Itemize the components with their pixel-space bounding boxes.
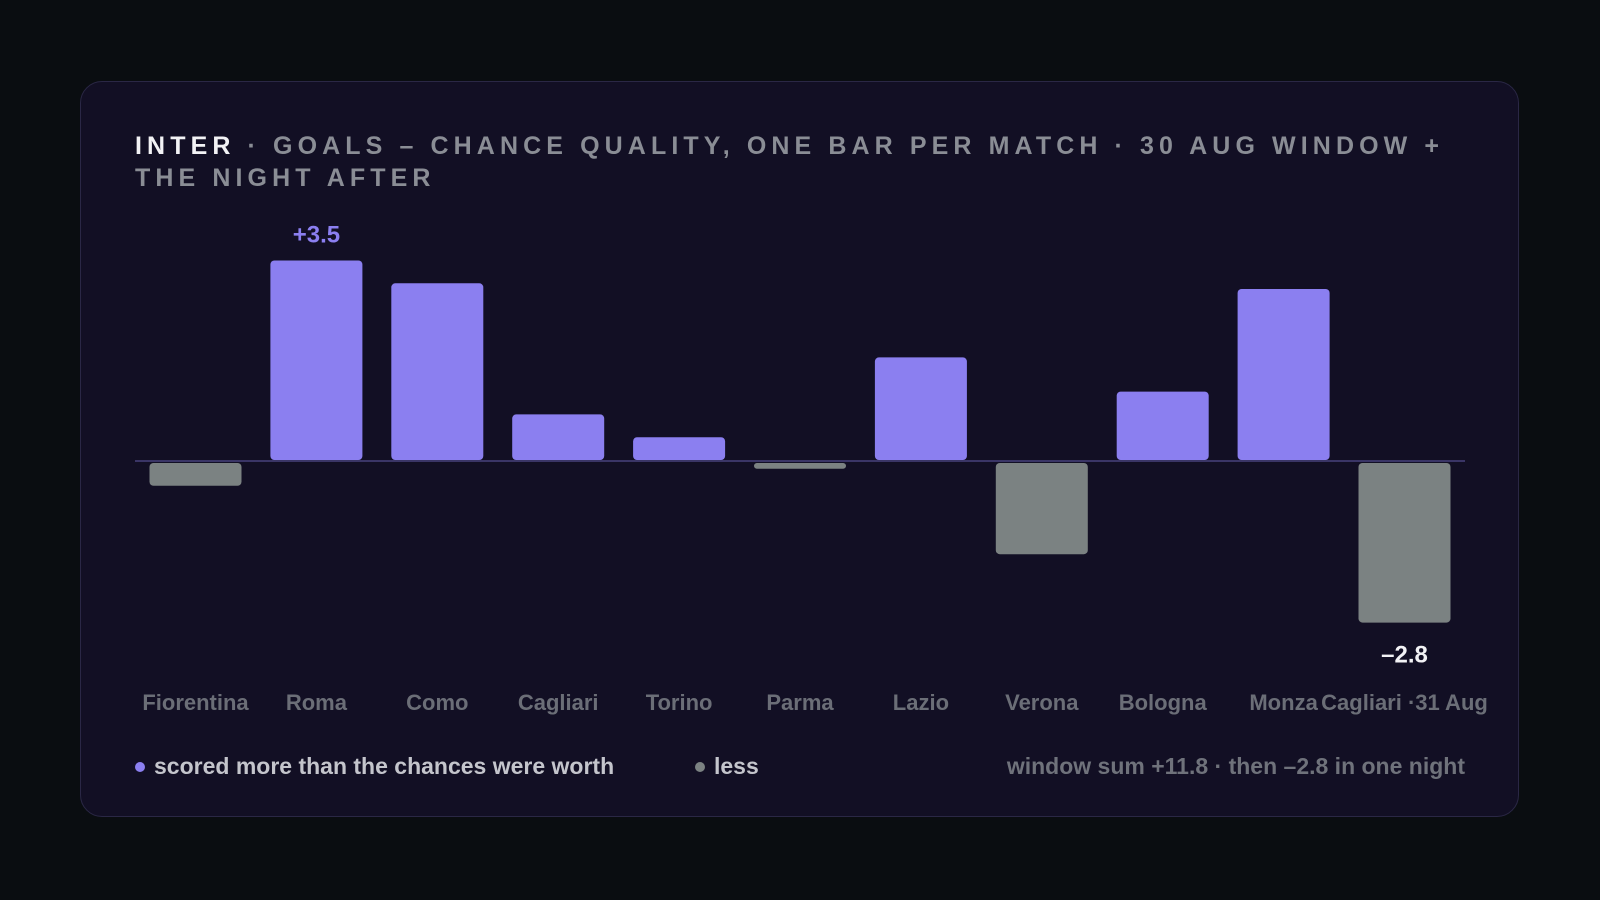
window-sum-note: window sum +11.8 · then –2.8 in one nigh… <box>1006 753 1465 779</box>
legend-item-positive: scored more than the chances were worth <box>135 753 614 780</box>
x-tick-label: Cagliari ·31 Aug <box>1321 690 1488 715</box>
x-tick-label: Roma <box>286 690 348 715</box>
bar-lazio <box>874 357 967 460</box>
legend-positive-label: scored more than the chances were worth <box>154 753 615 779</box>
bar-monza <box>1237 289 1330 460</box>
legend-negative-label: less <box>714 753 759 779</box>
chart-title-team: INTER <box>135 132 236 160</box>
data-label: +3.5 <box>293 222 340 249</box>
bar-fiorentina <box>149 463 242 486</box>
x-tick-label: Fiorentina <box>142 690 249 715</box>
bar-cagliari-31-aug <box>1358 463 1451 623</box>
bar-chart: Fiorentina Roma Como Cagliari Torino Parma Laz… <box>135 222 1488 715</box>
legend-negative-swatch <box>695 761 705 772</box>
x-tick-label: Lazio <box>893 690 949 715</box>
bar-roma <box>270 260 363 460</box>
x-tick-label: Bologna <box>1119 690 1208 715</box>
bar-torino <box>633 437 726 460</box>
bar-cagliari <box>512 414 605 460</box>
bar-bologna <box>1116 391 1209 460</box>
chart-title-subtitle: · GOALS – CHANCE QUALITY, ONE BAR PER MA… <box>135 132 1445 192</box>
x-tick-label: Cagliari <box>518 690 599 715</box>
chart-title: INTER · GOALS – CHANCE QUALITY, ONE BAR … <box>135 130 1465 194</box>
legend-positive-swatch <box>135 761 145 772</box>
legend: scored more than the chances were worth … <box>135 753 1465 783</box>
data-label: –2.8 <box>1381 642 1428 669</box>
bar-parma <box>754 463 846 469</box>
bar-como <box>391 283 484 460</box>
x-tick-label: Torino <box>646 690 713 715</box>
chart-card: INTER · GOALS – CHANCE QUALITY, ONE BAR … <box>80 81 1519 817</box>
x-tick-label: Como <box>406 690 468 715</box>
legend-item-negative: less <box>695 753 759 780</box>
bar-verona <box>995 463 1088 555</box>
x-tick-label: Verona <box>1005 690 1079 715</box>
x-tick-label: Monza <box>1249 690 1318 715</box>
x-tick-label: Parma <box>766 690 834 715</box>
